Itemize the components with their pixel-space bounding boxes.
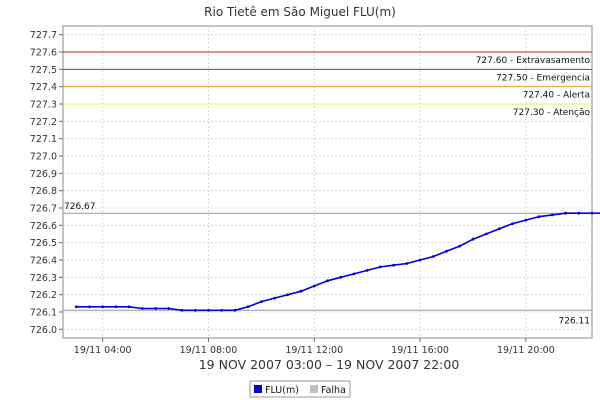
y-tick-label: 726.5 (30, 238, 57, 249)
y-tick-label: 726.0 (30, 325, 57, 336)
x-tick-label: 19/11 20:00 (497, 345, 555, 356)
threshold-label: 727.50 - Emergencia (496, 73, 590, 83)
series-point (392, 263, 395, 267)
y-tick-label: 726.1 (30, 308, 57, 319)
series-point (590, 211, 594, 215)
y-tick-label: 727.2 (30, 117, 57, 128)
series-point (220, 308, 224, 312)
legend-box (249, 380, 351, 398)
threshold-label: 727.60 - Extravasamento (476, 56, 591, 66)
series-point (537, 215, 541, 219)
series-point (246, 305, 250, 309)
series-point (431, 255, 435, 258)
legend: FLU(m) Falha (249, 380, 351, 398)
series-point (379, 265, 382, 269)
x-tick-label: 19/11 08:00 (180, 345, 238, 356)
series-point (524, 218, 528, 222)
plot-area: 727.60 - Extravasamento 727.50 - Emergenc… (62, 25, 600, 339)
min-reference-label: 726.11 (559, 316, 591, 326)
series-point (458, 244, 462, 248)
y-tick-label: 726.9 (30, 169, 57, 180)
series-point (140, 307, 144, 310)
legend-label: Falha (321, 385, 346, 396)
x-tick-label: 19/11 16:00 (391, 345, 449, 356)
legend-label: FLU(m) (265, 385, 299, 396)
series-point (88, 305, 91, 309)
series-point (193, 308, 197, 312)
y-axis-ticks: 727.7 727.6 727.5 727.4 727.3 727.2 727.1 727.0… (30, 30, 63, 336)
series-point (326, 279, 329, 283)
y-tick-label: 726.7 (30, 204, 57, 215)
plot-background (62, 25, 593, 339)
grid-lines (63, 26, 592, 338)
series-point (471, 237, 475, 241)
series-point (260, 300, 263, 303)
chart-subtitle: 19 NOV 2007 03:00 – 19 NOV 2007 22:00 (199, 357, 460, 372)
y-tick-label: 727.4 (30, 82, 57, 93)
y-tick-label: 727.6 (30, 48, 57, 59)
legend-swatch (254, 385, 262, 393)
legend-swatch (310, 385, 318, 393)
series-layer (74, 211, 600, 312)
y-tick-label: 726.8 (30, 186, 57, 197)
y-tick-label: 726.3 (30, 273, 57, 284)
series-point (74, 305, 78, 309)
series-point (286, 293, 290, 297)
x-tick-label: 19/11 04:00 (74, 345, 132, 356)
y-tick-label: 726.2 (30, 290, 57, 301)
y-tick-label: 727.7 (30, 30, 57, 41)
series-point (339, 275, 343, 279)
series-point (352, 272, 356, 276)
series-point (127, 305, 131, 309)
series-point (365, 269, 369, 272)
series-point (233, 308, 237, 312)
series-point (550, 213, 554, 217)
series-point (312, 284, 316, 288)
y-tick-label: 727.3 (30, 100, 57, 111)
series-point (498, 227, 501, 231)
series-point (418, 258, 422, 262)
y-tick-label: 727.0 (30, 152, 57, 163)
series-point (405, 262, 409, 265)
y-tick-label: 726.6 (30, 221, 57, 232)
series-point (577, 211, 581, 215)
y-tick-label: 727.5 (30, 65, 57, 76)
series-point (564, 211, 567, 215)
series-point (484, 232, 488, 236)
reference-lines: 727.60 - Extravasamento 727.50 - Emergenc… (63, 51, 592, 326)
series-point (273, 296, 276, 300)
series-point (511, 222, 514, 226)
y-tick-label: 727.1 (30, 134, 57, 145)
series-point (167, 307, 171, 310)
series-point (154, 307, 158, 310)
x-axis-ticks: 19/11 04:00 19/11 08:00 19/11 12:00 19/11 1… (74, 338, 555, 356)
threshold-label: 727.30 - Atenção (513, 108, 591, 118)
series-point (101, 305, 105, 309)
x-tick-label: 19/11 12:00 (285, 345, 343, 356)
series-point (445, 249, 448, 253)
chart-title: Rio Tietê em São Miguel FLU(m) (204, 5, 396, 19)
series-point (207, 308, 210, 312)
y-tick-label: 726.4 (30, 256, 57, 267)
series-point (180, 308, 184, 312)
max-reference-label: 726.67 (64, 202, 96, 212)
series-point (114, 305, 118, 309)
series-point (299, 289, 303, 293)
threshold-label: 727.40 - Alerta (523, 91, 590, 101)
